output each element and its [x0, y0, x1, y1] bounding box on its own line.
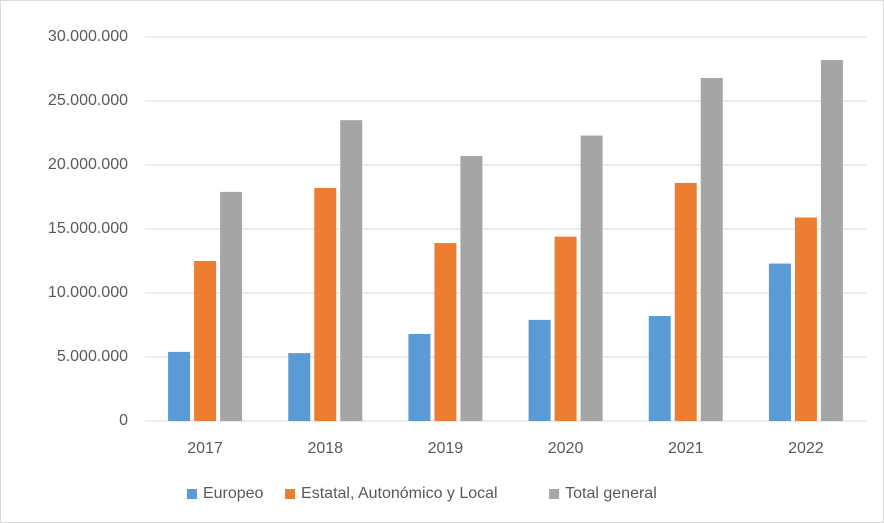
y-tick-label: 20.000.000: [48, 156, 128, 173]
bar: [288, 353, 311, 421]
legend-label: Europeo: [203, 485, 264, 502]
y-tick-label: 30.000.000: [48, 28, 128, 45]
y-tick-label: 0: [119, 412, 128, 429]
y-tick-label: 15.000.000: [48, 220, 128, 237]
legend-label: Estatal, Autonómico y Local: [301, 485, 498, 502]
x-tick-label: 2022: [788, 440, 824, 457]
x-tick-label: 2019: [428, 440, 464, 457]
bar: [674, 182, 697, 421]
bar: [554, 236, 577, 421]
bar: [340, 120, 363, 421]
bar: [820, 60, 843, 421]
bar: [168, 351, 191, 421]
bar: [460, 156, 483, 422]
bar: [408, 333, 431, 421]
bar: [768, 263, 791, 421]
bar: [314, 188, 337, 421]
legend-label: Total general: [565, 485, 657, 502]
bar: [220, 191, 243, 421]
y-tick-label: 5.000.000: [57, 348, 128, 365]
bar: [580, 135, 603, 421]
x-tick-label: 2017: [187, 440, 223, 457]
y-tick-label: 10.000.000: [48, 284, 128, 301]
bar: [194, 261, 217, 421]
bar: [434, 243, 457, 421]
x-tick-label: 2021: [668, 440, 704, 457]
bar: [648, 316, 671, 421]
legend-swatch: [549, 489, 560, 499]
x-tick-label: 2020: [548, 440, 584, 457]
bar: [794, 217, 817, 421]
legend-swatch: [285, 489, 296, 499]
x-tick-label: 2018: [307, 440, 343, 457]
bar: [528, 319, 551, 421]
bar: [700, 77, 723, 422]
legend-swatch: [186, 489, 197, 499]
y-tick-label: 25.000.000: [48, 92, 128, 109]
